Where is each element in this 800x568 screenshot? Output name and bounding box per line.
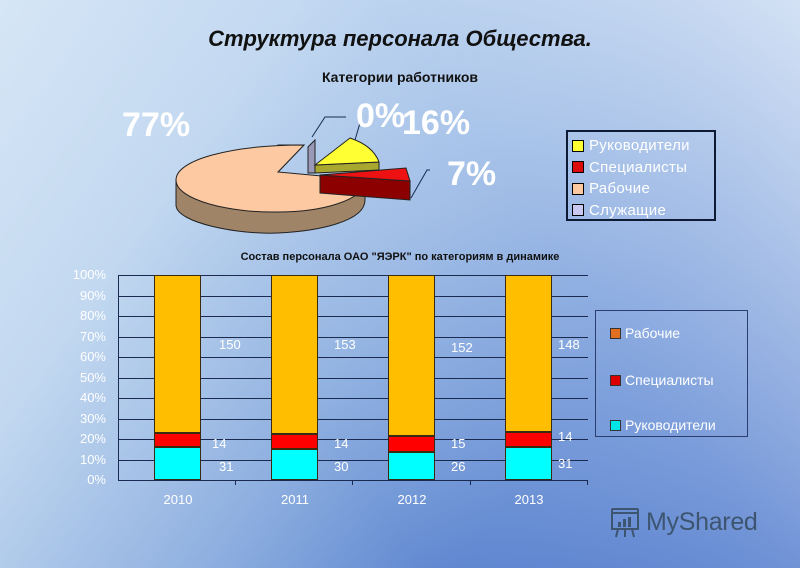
- value-label: 14: [558, 429, 573, 444]
- x-tick-label: 2012: [397, 492, 427, 507]
- bar-chart-title: Состав персонала ОАО "ЯЭРК" по категория…: [240, 251, 560, 263]
- pie-legend-item: Служащие: [572, 200, 714, 222]
- pie-label-clerks: 0%: [356, 97, 406, 135]
- y-tick-label: 0%: [87, 472, 106, 487]
- bar-2011: [271, 275, 318, 480]
- y-tick-label: 50%: [79, 369, 106, 385]
- value-label: 14: [334, 436, 349, 451]
- legend-swatch-icon: [610, 419, 621, 431]
- pie-slice-managers: [313, 137, 380, 166]
- legend-label: Специалисты: [589, 158, 688, 176]
- y-tick-label: 40%: [79, 390, 106, 405]
- y-tick-label: 20%: [79, 431, 106, 446]
- bar-segment: [271, 275, 318, 435]
- bar-segment: [154, 432, 201, 448]
- value-label: 30: [334, 459, 349, 474]
- bar-2010: [154, 275, 201, 480]
- bar-segment: [505, 432, 552, 448]
- x-tick-label: 2013: [514, 492, 544, 507]
- pie-label-specialists: 7%: [447, 155, 497, 193]
- bar-segment: [505, 447, 552, 480]
- pie-legend: Руководители Специалисты Рабочие Служащи…: [566, 130, 716, 221]
- page-title: Структура персонала Общества.: [208, 26, 592, 51]
- bar-segment: [388, 275, 435, 437]
- bar-legend: Рабочие Специалисты Руководители: [595, 310, 748, 437]
- value-label: 153: [334, 337, 356, 352]
- legend-swatch-icon: [610, 327, 621, 339]
- y-axis: [118, 275, 119, 480]
- bar-legend-item: Рабочие: [610, 325, 680, 341]
- x-axis: [118, 480, 588, 481]
- bar-segment: [388, 436, 435, 453]
- value-label: 31: [558, 456, 573, 471]
- y-tick-label: 80%: [79, 308, 106, 323]
- pie-legend-item: Руководители: [572, 135, 714, 157]
- legend-swatch-icon: [572, 161, 584, 174]
- x-tick-label: 2010: [163, 492, 193, 507]
- value-label: 150: [219, 337, 241, 352]
- y-tick-label: 30%: [79, 410, 106, 426]
- value-label: 148: [558, 337, 580, 352]
- presentation-board-icon: [611, 508, 639, 538]
- legend-label: Служащие: [589, 201, 667, 219]
- bar-segment: [154, 275, 201, 433]
- y-tick-label: 70%: [79, 328, 106, 344]
- bar-chart-plot-area: 100% 90% 80% 70% 60% 50% 40% 30% 20% 10%…: [73, 267, 588, 487]
- pie-slice-workers: [175, 144, 366, 213]
- legend-label: Руководители: [625, 417, 716, 433]
- y-tick-label: 90%: [79, 287, 106, 303]
- bar-2012: [388, 275, 435, 480]
- bar-legend-item: Руководители: [610, 417, 716, 433]
- pie-chart: [175, 116, 430, 234]
- pie-chart-title: Категории работников: [321, 69, 479, 85]
- legend-label: Рабочие: [589, 180, 651, 198]
- value-label: 14: [212, 436, 227, 451]
- bar-segment: [388, 452, 435, 480]
- bar-segment: [271, 434, 318, 449]
- pie-slice-specialists: [319, 167, 411, 182]
- bar-legend-item: Специалисты: [610, 372, 714, 388]
- legend-label: Рабочие: [625, 325, 681, 341]
- legend-swatch-icon: [572, 204, 584, 217]
- bar-2013: [505, 275, 552, 480]
- legend-label: Руководители: [589, 137, 690, 155]
- value-label: 152: [451, 340, 473, 355]
- bar-segment: [505, 275, 552, 433]
- y-tick-label: 10%: [79, 451, 106, 467]
- legend-swatch-icon: [572, 182, 584, 195]
- y-tick-label: 100%: [72, 267, 106, 282]
- value-label: 31: [219, 459, 234, 474]
- pie-label-workers: 77%: [122, 106, 191, 144]
- legend-label: Специалисты: [625, 372, 714, 388]
- bar-segment: [271, 448, 318, 480]
- value-label: 15: [451, 436, 466, 451]
- y-tick-label: 60%: [79, 349, 106, 364]
- legend-swatch-icon: [572, 139, 584, 152]
- pie-label-managers: 16%: [402, 104, 471, 142]
- bar-segment: [154, 447, 201, 480]
- x-tick-label: 2011: [281, 492, 309, 507]
- myshared-logo: MyShared: [608, 505, 758, 539]
- pie-legend-item: Рабочие: [572, 178, 714, 200]
- watermark-text: MyShared: [646, 507, 758, 536]
- legend-swatch-icon: [610, 374, 621, 386]
- pie-slice-clerks: [307, 138, 316, 174]
- pie-legend-item: Специалисты: [572, 157, 714, 179]
- value-label: 26: [451, 459, 466, 474]
